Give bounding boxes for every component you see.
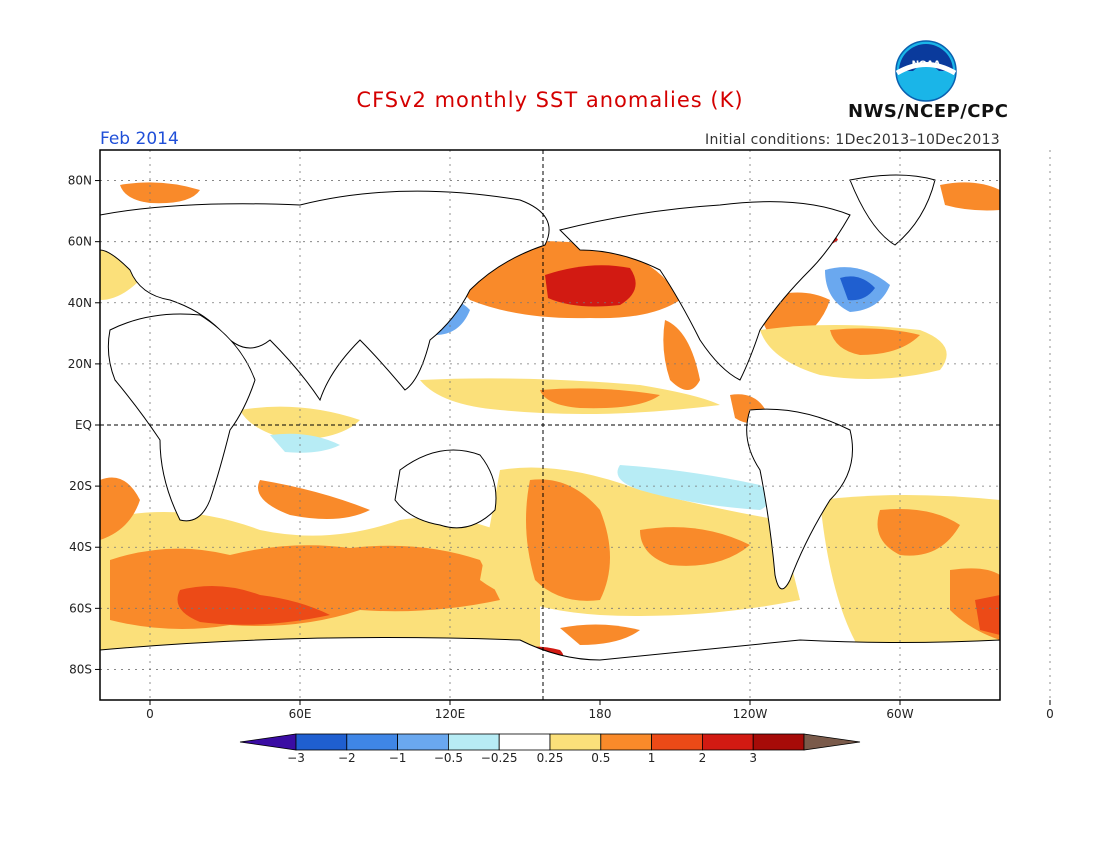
anomaly-patch xyxy=(663,320,700,390)
anomaly-patch xyxy=(120,182,200,204)
anomaly-patch xyxy=(177,586,330,625)
anomaly-patch xyxy=(545,265,636,307)
colorbar-label: 0.25 xyxy=(537,751,564,765)
lat-tick-label: 40S xyxy=(69,540,92,554)
anomaly-patch xyxy=(100,477,140,540)
lon-tick-label: 120E xyxy=(435,707,466,721)
lat-tick-label: 60N xyxy=(68,235,92,249)
colorbar-label: 0.5 xyxy=(591,751,610,765)
anomaly-patch xyxy=(830,328,920,355)
colorbar-label: −2 xyxy=(338,751,356,765)
colorbar-box xyxy=(752,733,805,751)
anomaly-patch xyxy=(877,509,960,556)
colorbar-box xyxy=(397,733,449,751)
anomaly-patch xyxy=(100,240,140,300)
lat-tick-label: 20N xyxy=(68,357,92,371)
anomaly-patch xyxy=(526,479,610,601)
lat-tick-label: 20S xyxy=(69,479,92,493)
colorbar-label: −0.25 xyxy=(481,751,518,765)
anomaly-patch xyxy=(640,527,750,566)
noaa-logo-icon: NOAA xyxy=(895,40,957,102)
anomaly-patch xyxy=(560,624,640,645)
lon-tick-label: 120W xyxy=(733,707,768,721)
lat-tick-label: 80N xyxy=(68,174,92,188)
colorbar-high-arrow xyxy=(803,733,861,751)
anomaly-patch xyxy=(975,595,1000,635)
anomaly-patch xyxy=(270,433,340,453)
chart-title: CFSv2 monthly SST anomalies (K) xyxy=(356,88,744,112)
colorbar-label: −3 xyxy=(287,751,305,765)
lon-tick-label: 60W xyxy=(886,707,913,721)
anomaly-patch xyxy=(840,276,875,301)
coastlines xyxy=(100,174,1000,700)
valid-month-label: Feb 2014 xyxy=(100,129,179,149)
noaa-logo-text: NOAA xyxy=(912,60,941,70)
lon-tick-label: 0 xyxy=(1046,707,1054,721)
colorbar-box xyxy=(651,733,703,751)
anomaly-patch xyxy=(540,388,660,409)
landmass-africa xyxy=(107,313,256,522)
anomaly-patch xyxy=(617,465,770,510)
landmass-antarctica xyxy=(100,637,1000,700)
colorbar-label: 3 xyxy=(749,751,757,765)
lat-tick-label: 60S xyxy=(69,601,92,615)
landmass-eurasia xyxy=(100,190,550,402)
colorbar-box xyxy=(498,733,551,751)
initial-conditions-label: Initial conditions: 1Dec2013–10Dec2013 xyxy=(705,132,1000,148)
colorbar: −3 −2 −1 −0.5 −0.25 0.25 0.5 1 2 3 xyxy=(239,733,861,765)
anomaly-patch xyxy=(258,480,370,519)
lon-tick-label: 60E xyxy=(289,707,312,721)
lat-tick-label: EQ xyxy=(75,418,92,432)
colorbar-label: −0.5 xyxy=(434,751,463,765)
lon-tick-label: 0 xyxy=(146,707,154,721)
lat-tick-label: 80S xyxy=(69,662,92,676)
colorbar-box xyxy=(447,733,500,751)
lat-tick-label: 40N xyxy=(68,296,92,310)
colorbar-box xyxy=(295,733,348,751)
colorbar-label: 1 xyxy=(648,751,656,765)
colorbar-low-arrow xyxy=(239,733,297,751)
landmass-south-america xyxy=(746,408,853,590)
colorbar-label: −1 xyxy=(389,751,407,765)
landmass-australia xyxy=(394,449,497,529)
landmass-north-america xyxy=(559,201,851,381)
colorbar-box xyxy=(600,733,652,751)
landmass-greenland xyxy=(849,174,936,246)
lon-tick-label: 180 xyxy=(589,707,612,721)
colorbar-box xyxy=(549,733,602,751)
agency-label: NWS/NCEP/CPC xyxy=(848,101,1009,122)
colorbar-box xyxy=(346,733,398,751)
anomaly-patch xyxy=(940,182,1000,211)
colorbar-box xyxy=(702,733,754,751)
colorbar-label: 2 xyxy=(699,751,707,765)
